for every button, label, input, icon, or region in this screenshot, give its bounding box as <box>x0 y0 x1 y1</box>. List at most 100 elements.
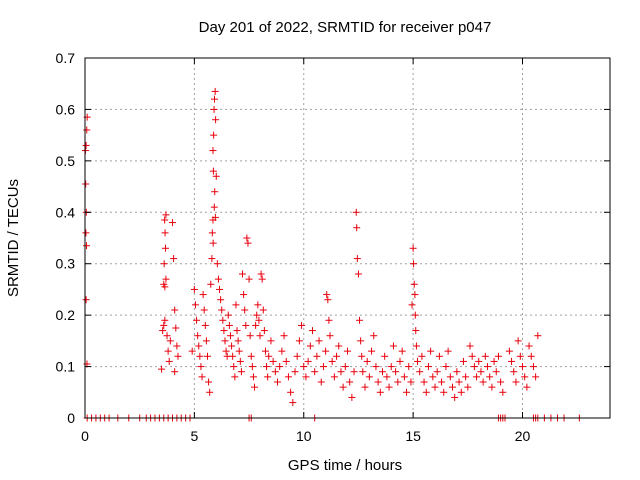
data-point <box>209 147 217 155</box>
data-point <box>239 270 246 278</box>
data-point <box>410 260 418 268</box>
data-point <box>464 383 472 391</box>
data-point <box>82 141 90 149</box>
data-point <box>254 301 262 309</box>
x-tick-label: 0 <box>81 428 89 444</box>
data-point <box>409 244 417 252</box>
data-point <box>330 373 338 381</box>
data-point <box>274 378 281 386</box>
grid-lines <box>85 58 610 418</box>
data-point <box>161 229 169 237</box>
data-point <box>370 332 378 340</box>
data-point <box>259 306 267 314</box>
data-point <box>381 352 389 360</box>
data-point <box>451 393 459 401</box>
data-point <box>488 383 496 391</box>
data-point <box>165 357 173 365</box>
data-points <box>81 87 583 422</box>
data-point <box>481 352 489 360</box>
x-axis-label: GPS time / hours <box>288 457 402 474</box>
data-point <box>226 332 234 340</box>
data-point <box>159 327 167 335</box>
data-point <box>258 275 266 283</box>
data-point <box>284 373 292 381</box>
data-point <box>212 116 220 124</box>
y-tick-labels: 0 0.1 0.2 0.3 0.4 0.5 0.6 0.7 <box>56 50 76 426</box>
x-tick-label: 15 <box>405 428 421 444</box>
data-point <box>220 327 228 335</box>
data-point <box>300 363 308 371</box>
data-point <box>230 363 238 371</box>
data-point <box>412 327 420 335</box>
data-point <box>253 311 261 319</box>
data-point <box>374 378 382 386</box>
data-point <box>494 352 502 360</box>
data-point <box>200 306 208 314</box>
data-point <box>265 352 273 360</box>
data-point <box>166 337 174 345</box>
data-point <box>490 357 498 365</box>
data-point <box>162 211 170 219</box>
data-point <box>282 357 290 365</box>
data-point <box>194 332 202 340</box>
data-point <box>302 373 310 381</box>
data-point <box>534 332 542 340</box>
data-point <box>214 275 222 283</box>
data-point <box>348 393 356 401</box>
x-tick-labels: 0 5 10 15 20 <box>81 428 530 444</box>
data-point <box>161 283 169 291</box>
data-point <box>508 357 516 365</box>
y-tick-label: 0.1 <box>56 359 76 375</box>
data-point <box>525 342 533 350</box>
data-point <box>83 126 91 134</box>
data-point <box>295 337 303 345</box>
data-point <box>197 363 205 371</box>
data-point <box>435 352 443 360</box>
data-point <box>499 388 507 396</box>
data-point <box>473 373 481 381</box>
data-point <box>205 378 213 386</box>
data-point <box>222 347 230 355</box>
data-point <box>344 347 351 355</box>
data-point <box>337 368 345 376</box>
data-point <box>468 352 476 360</box>
data-point <box>260 327 268 335</box>
data-point <box>193 316 201 324</box>
data-point <box>372 363 380 371</box>
data-point <box>243 234 251 242</box>
data-point <box>453 368 461 376</box>
data-point <box>313 352 321 360</box>
data-point <box>293 352 301 360</box>
data-point <box>240 291 248 299</box>
data-point <box>324 296 332 304</box>
data-point <box>497 378 505 386</box>
data-point <box>246 332 254 340</box>
data-point <box>171 306 179 314</box>
data-point <box>505 347 513 355</box>
data-point <box>291 368 299 376</box>
data-point <box>492 368 500 376</box>
data-point <box>392 368 400 376</box>
data-point <box>462 373 470 381</box>
data-point <box>431 383 439 391</box>
data-point <box>339 383 347 391</box>
data-point <box>311 368 319 376</box>
data-point <box>459 357 467 365</box>
data-point <box>389 342 397 350</box>
data-point <box>211 213 219 221</box>
data-point <box>353 255 361 263</box>
data-point <box>328 357 336 365</box>
data-point <box>411 291 419 299</box>
data-point <box>449 383 456 391</box>
data-point <box>263 363 271 371</box>
data-point <box>412 342 420 350</box>
data-point <box>218 306 226 314</box>
data-point <box>475 357 483 365</box>
data-point <box>357 337 365 345</box>
data-point <box>521 373 529 381</box>
data-point <box>289 399 297 407</box>
data-point <box>323 291 331 299</box>
data-point <box>433 368 441 376</box>
data-point <box>219 316 227 324</box>
data-point <box>264 373 272 381</box>
